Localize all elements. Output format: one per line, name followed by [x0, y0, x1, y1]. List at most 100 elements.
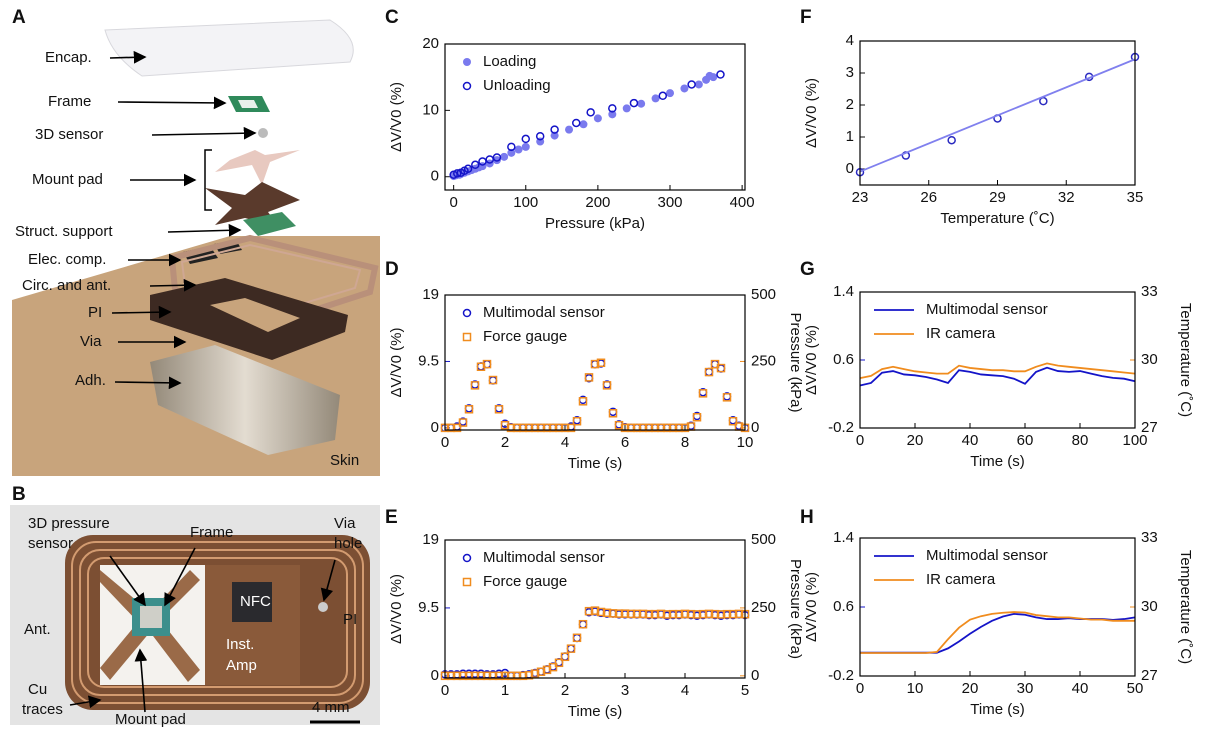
panel-label: H: [800, 507, 814, 528]
x-axis-label: Time (s): [970, 701, 1024, 718]
panel-label: B: [12, 484, 26, 505]
point: [584, 373, 594, 382]
point: [458, 671, 468, 681]
point: [524, 423, 534, 433]
x-tick-label: 0: [856, 680, 864, 697]
point: [656, 609, 666, 619]
y-tick-label: 0: [846, 160, 854, 177]
y2-axis-label: Pressure (kPa): [787, 559, 804, 659]
point: [716, 610, 726, 619]
y-tick-label: 4: [846, 32, 854, 49]
x-tick-label: 40: [962, 432, 979, 449]
y-tick-label: 9.5: [418, 352, 439, 369]
point: [593, 114, 602, 123]
arrow: [109, 555, 146, 607]
point: [602, 381, 612, 390]
panel-label: A: [12, 7, 26, 28]
y-tick-label: 0.6: [833, 598, 854, 615]
annotation: Struct. support: [15, 223, 113, 240]
point: [494, 671, 504, 681]
x-tick-label: 80: [1072, 432, 1089, 449]
x-tick-label: 0: [441, 682, 449, 699]
point: [680, 609, 690, 619]
point: [494, 405, 504, 414]
annotation: Via: [334, 515, 356, 532]
y2-tick-label: 500: [751, 286, 776, 303]
point: [464, 671, 474, 681]
plot-frame: [444, 539, 746, 679]
arrow: [111, 305, 172, 319]
arrow: [320, 559, 336, 602]
panel-a-art: [12, 19, 380, 476]
x-tick-label: 0: [441, 434, 449, 451]
point: [622, 104, 631, 113]
point: [550, 125, 559, 134]
x-tick-label: 30: [1017, 680, 1034, 697]
point: [535, 131, 545, 141]
x-axis-label: Time (s): [568, 703, 622, 720]
x-tick-label: 100: [1122, 432, 1147, 449]
point: [620, 609, 630, 618]
annotation: PI: [88, 304, 102, 321]
legend-label: IR camera: [926, 325, 996, 342]
y2-tick-label: 0: [751, 667, 759, 684]
point: [488, 671, 498, 681]
legend-label: IR camera: [926, 571, 996, 588]
point: [518, 671, 528, 681]
annotation: Ant.: [24, 621, 51, 638]
x-tick-label: 10: [907, 680, 924, 697]
y-tick-label: 0: [431, 168, 439, 185]
panel-label: G: [800, 259, 815, 280]
x-tick-label: 4: [681, 682, 689, 699]
arrow: [69, 695, 102, 709]
point: [560, 423, 570, 433]
annotation: 3D sensor: [35, 126, 103, 143]
point: [584, 606, 594, 616]
point: [488, 375, 498, 385]
plot-frame: [859, 537, 1136, 677]
point: [614, 609, 624, 618]
point: [698, 389, 708, 398]
y2-tick-label: 500: [751, 531, 776, 548]
point: [680, 423, 690, 433]
x-tick-label: 2: [501, 434, 509, 451]
point: [650, 609, 660, 619]
plot-frame: [859, 40, 1136, 186]
point: [620, 423, 630, 433]
point: [482, 359, 492, 369]
y2-tick-label: 30: [1141, 598, 1158, 615]
point: [462, 577, 472, 587]
point: [521, 142, 530, 151]
point: [463, 164, 473, 174]
x-tick-label: 26: [920, 189, 937, 206]
y-axis-label: ΔV/V0 (%): [803, 572, 820, 642]
point: [608, 609, 618, 618]
point: [464, 405, 474, 414]
x-tick-label: 20: [962, 680, 979, 697]
y-axis-label: ΔV/V0 (%): [803, 78, 820, 148]
annotation: Elec. comp.: [28, 251, 106, 268]
annotation: hole: [334, 535, 362, 552]
point: [542, 665, 552, 675]
point: [521, 134, 531, 144]
y2-tick-label: 250: [751, 599, 776, 616]
y2-tick-label: 0: [751, 419, 759, 436]
panel-b-art: [10, 505, 380, 725]
point: [586, 108, 595, 117]
legend-label: Force gauge: [483, 328, 567, 345]
point: [668, 423, 678, 433]
x-tick-label: 32: [1058, 189, 1075, 206]
panel-label: F: [800, 7, 812, 28]
point: [651, 94, 660, 103]
point: [722, 609, 732, 619]
point: [548, 662, 558, 672]
series-line: [859, 58, 1136, 173]
point: [554, 658, 564, 668]
point: [698, 609, 708, 619]
x-tick-label: 1: [501, 682, 509, 699]
x-axis-label: Time (s): [568, 455, 622, 472]
point: [554, 423, 564, 433]
y2-tick-label: 27: [1141, 667, 1158, 684]
x-axis-label: Temperature (˚C): [940, 210, 1054, 227]
point: [596, 358, 606, 368]
